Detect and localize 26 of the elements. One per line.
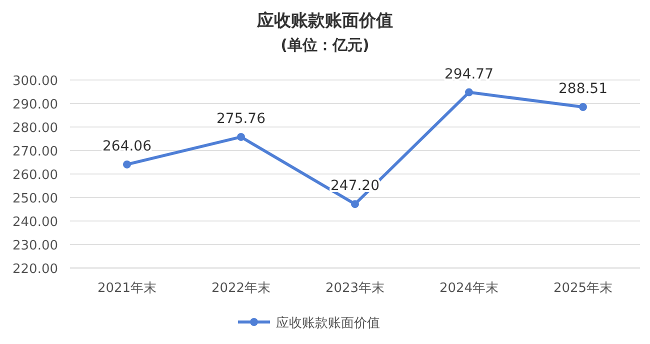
data-label: 275.76: [216, 110, 266, 127]
point: [579, 103, 587, 111]
data-label: 288.51: [558, 81, 608, 97]
y-tick-label: 300.00: [12, 74, 58, 89]
x-tick-label: 2023年末: [325, 281, 385, 296]
point: [465, 88, 473, 96]
y-tick-label: 230.00: [12, 238, 58, 254]
x-tick-label: 2021年末: [97, 281, 157, 296]
x-tick-label: 2022年末: [211, 281, 271, 296]
y-tick-label: 260.00: [12, 168, 58, 183]
y-tick-label: 240.00: [12, 215, 58, 230]
y-tick-label: 290.00: [12, 98, 58, 112]
legend-label: 应收账款账面价值: [276, 315, 380, 331]
y-tick-label: 250.00: [12, 192, 58, 206]
data-label: 264.06: [102, 138, 152, 154]
chart-title: 应收账款账面价值: [256, 11, 393, 31]
point: [123, 160, 131, 168]
y-tick-label: 220.00: [12, 262, 58, 277]
point: [351, 200, 359, 208]
y-tick-label: 280.00: [12, 121, 58, 136]
x-tick-label: 2024年末: [439, 281, 499, 296]
y-tick-label: 270.00: [12, 144, 58, 160]
point: [237, 132, 245, 141]
x-tick-label: 2025年末: [553, 281, 613, 296]
data-label: 294.77: [444, 66, 494, 82]
chart-subtitle: (单位：亿元): [280, 36, 370, 54]
